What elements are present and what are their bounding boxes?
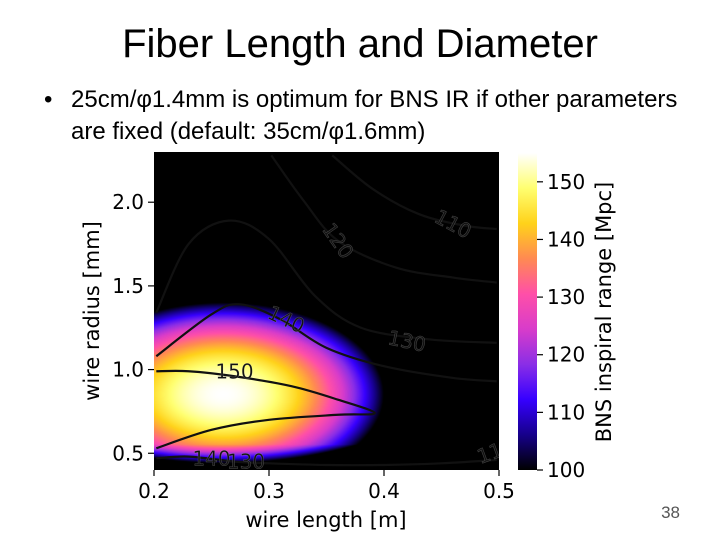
y-tick-label: 1.5 [112, 274, 144, 298]
axes: 0.2 0.3 0.4 0.5 0.5 1.0 1.5 2.0 [112, 190, 515, 503]
contour-line-110 [331, 154, 497, 231]
contour-line-140 [156, 455, 497, 467]
contour-label: 130 [227, 450, 265, 474]
contour-line-130 [155, 219, 497, 344]
colorbar-ticks: 100 110 120 130 140 150 [537, 170, 585, 482]
bullet-point: • 25cm/φ1.4mm is optimum for BNS IR if o… [44, 84, 684, 148]
colorbar: 100 110 120 130 140 150 BNS inspiral range [M… [518, 153, 616, 482]
colorbar-tick-label: 100 [547, 458, 585, 482]
x-tick-label: 0.3 [253, 479, 285, 503]
colorbar-bar [518, 153, 537, 470]
y-axis-label: wire radius [mm] [80, 221, 104, 401]
heatmap-area [154, 152, 499, 470]
page-number: 38 [661, 503, 680, 522]
contour-line-120 [270, 154, 497, 284]
colorbar-tick-label: 150 [547, 170, 585, 194]
bullet-text: 25cm/φ1.4mm is optimum for BNS IR if oth… [71, 86, 678, 145]
contour-label: 150 [215, 359, 253, 383]
contour-line-140 [155, 303, 497, 383]
slide-title: Fiber Length and Diameter [122, 22, 598, 66]
y-tick-label: 1.0 [112, 358, 144, 382]
y-tick-label: 2.0 [112, 190, 144, 214]
bullet-marker: • [44, 86, 53, 113]
x-tick-label: 0.2 [138, 479, 170, 503]
colorbar-label: BNS inspiral range [Mpc] [592, 182, 616, 443]
x-axis-label: wire length [m] [245, 508, 406, 532]
colorbar-tick-label: 130 [547, 285, 585, 309]
heatmap-image [154, 152, 499, 470]
contour-line-150 [155, 369, 376, 450]
x-tick-label: 0.5 [483, 479, 515, 503]
contour-label: 140 [192, 446, 230, 470]
y-tick-label: 0.5 [112, 441, 144, 465]
colorbar-tick-label: 120 [547, 343, 585, 367]
colorbar-tick-label: 140 [547, 227, 585, 251]
colorbar-tick-label: 110 [547, 400, 585, 424]
contour-lines [155, 154, 497, 467]
x-tick-label: 0.4 [368, 479, 400, 503]
